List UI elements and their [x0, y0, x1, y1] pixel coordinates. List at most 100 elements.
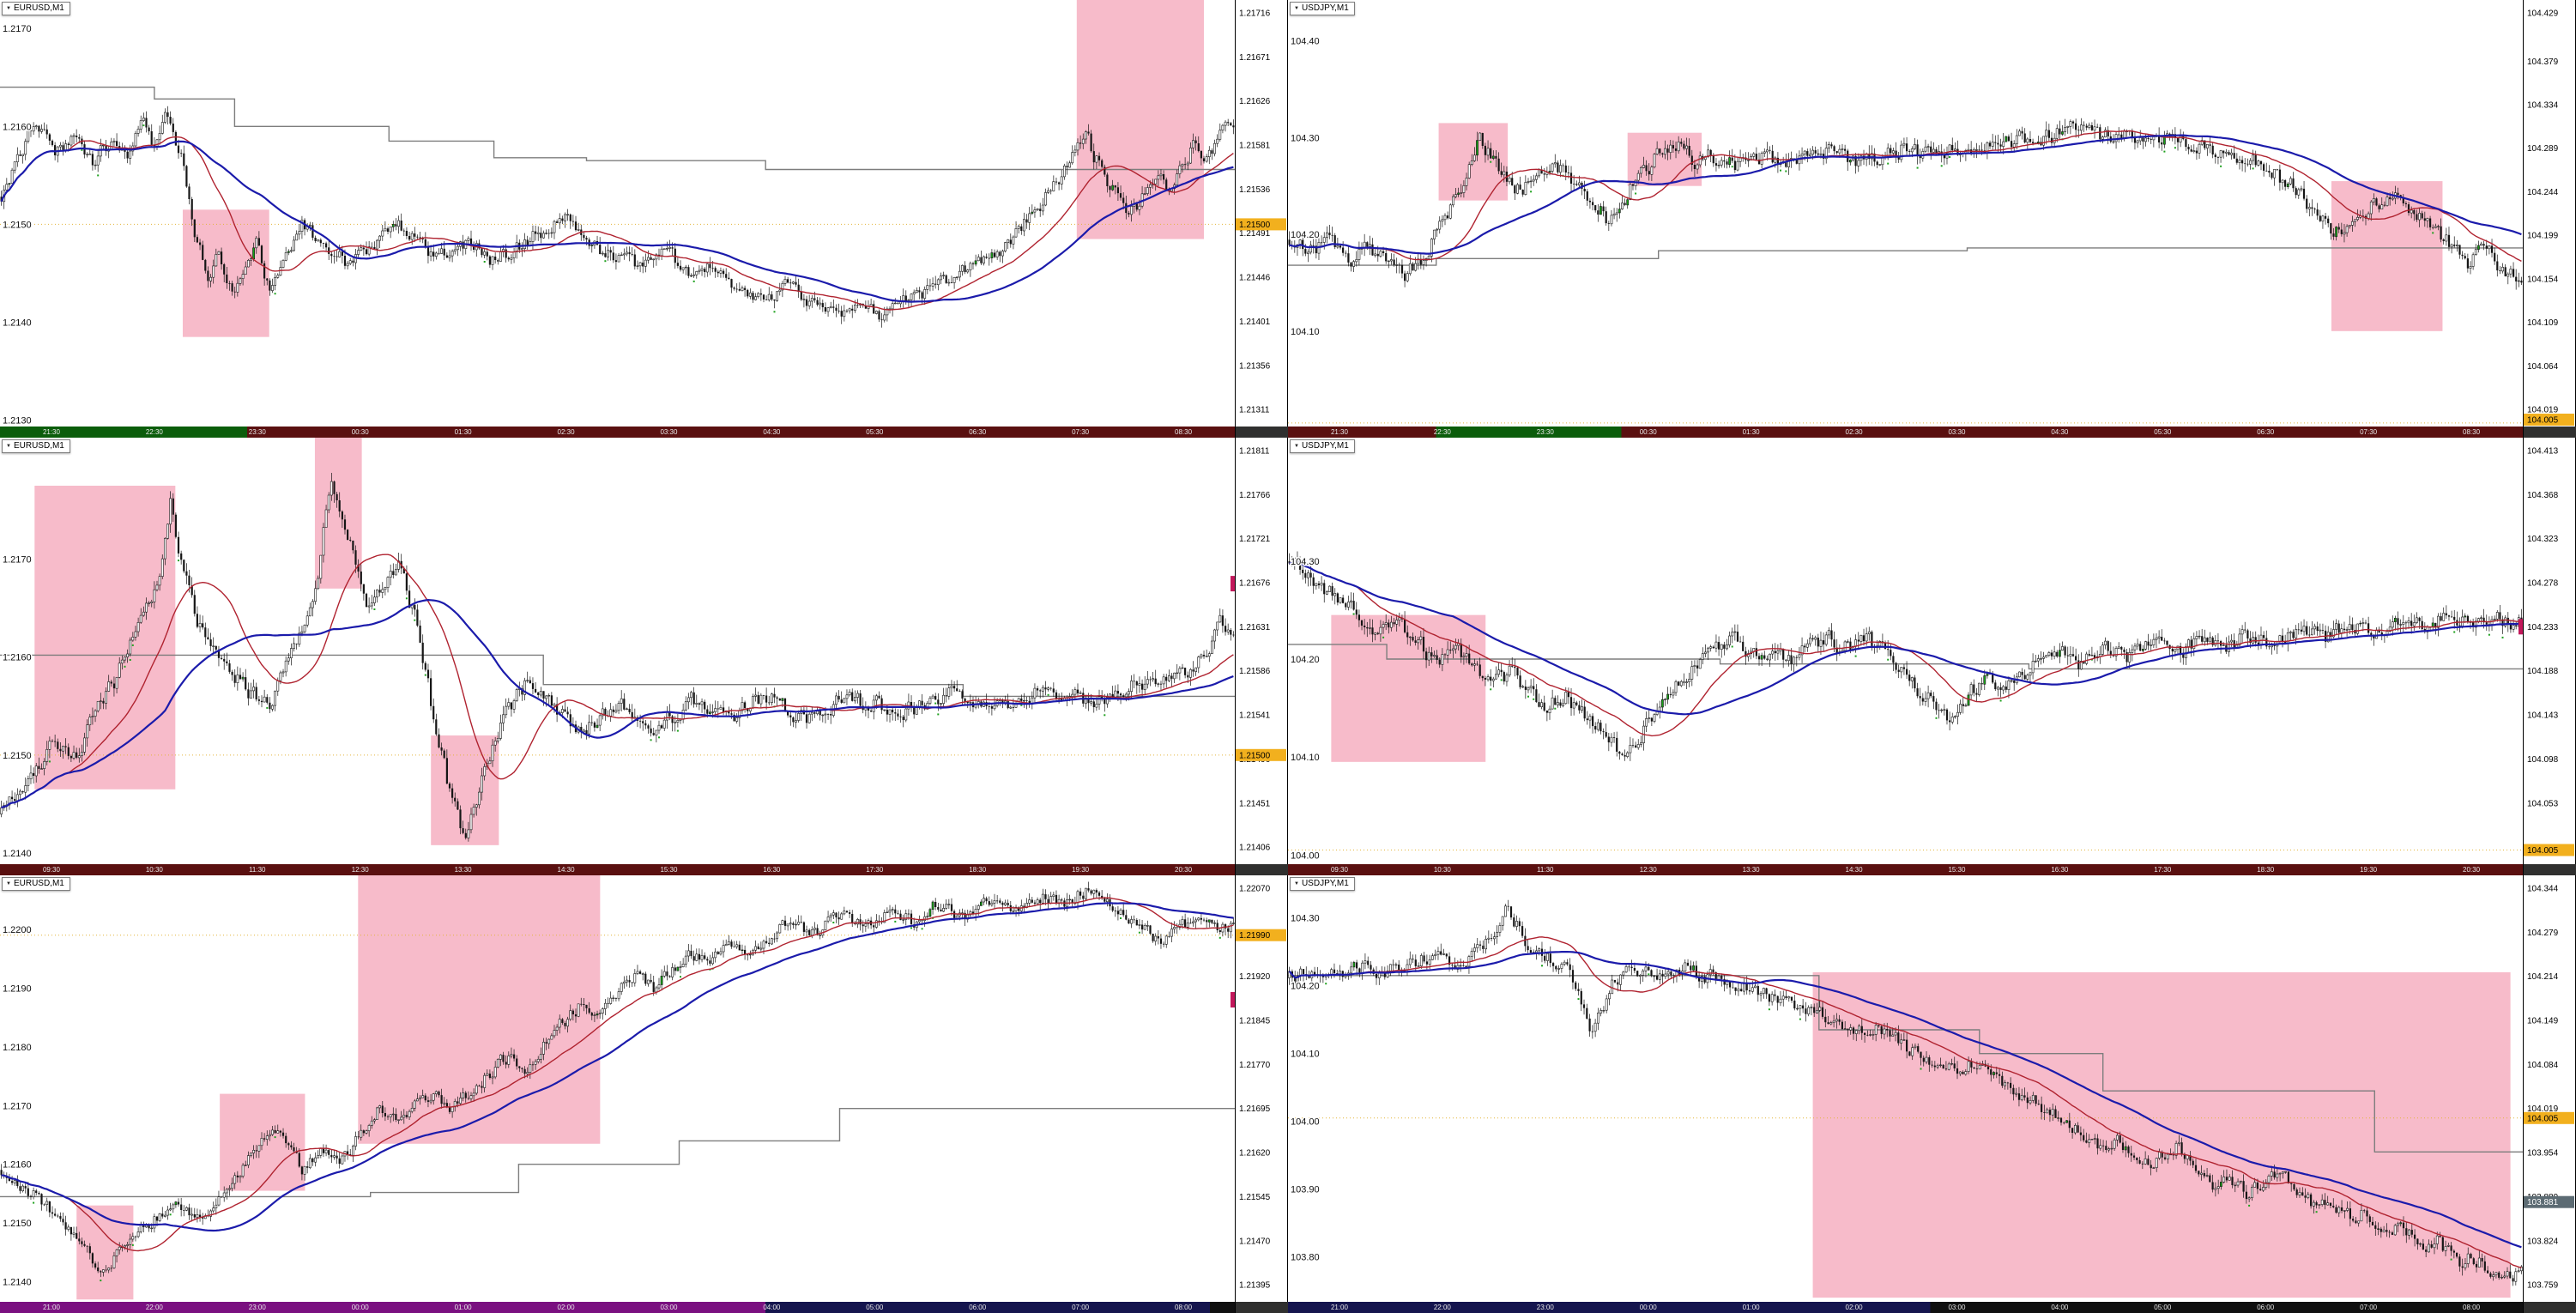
time-label: 14:30 [1845, 866, 1863, 874]
time-label: 00:00 [351, 1304, 369, 1311]
time-label: 06:00 [969, 1304, 987, 1311]
left-price-label: 104.10 [1291, 1050, 1320, 1060]
axis-price-label: 1.21920 [1239, 972, 1271, 982]
price-chart[interactable]: 104.30104.20104.10104.00103.90103.80104.… [1288, 875, 2576, 1302]
time-label: 03:30 [660, 428, 678, 436]
symbol-tab[interactable]: ▼ EURUSD,M1 [2, 439, 70, 453]
left-price-label: 104.30 [1291, 557, 1320, 567]
axis-price-label: 1.21401 [1239, 318, 1271, 327]
symbol-tab-label: EURUSD,M1 [13, 879, 64, 888]
left-price-label: 104.40 [1291, 37, 1320, 47]
left-price-label: 104.10 [1291, 327, 1320, 337]
time-label: 05:00 [866, 1304, 884, 1311]
time-label: 04:30 [763, 428, 781, 436]
time-label: 04:30 [2051, 428, 2069, 436]
axis-price-label: 1.21845 [1239, 1017, 1271, 1026]
axis-price-label: 104.019 [2527, 406, 2559, 415]
symbol-tab[interactable]: ▼ EURUSD,M1 [2, 877, 70, 891]
price-axis[interactable]: 1.21811 1.21766 1.21721 1.21676 1.21631 1.215… [1231, 438, 1288, 864]
candlesticks [1288, 551, 2523, 761]
left-price-label: 1.2170 [3, 555, 32, 566]
time-label: 03:30 [1948, 428, 1966, 436]
price-axis[interactable]: 104.429 104.379 104.334 104.289 104.244 104.1… [2523, 0, 2576, 427]
chevron-down-icon: ▼ [1294, 444, 1299, 449]
axis-price-label: 104.278 [2527, 579, 2559, 589]
time-label: 16:30 [763, 866, 781, 874]
time-label: 07:30 [2360, 428, 2378, 436]
current-price-badge [2524, 414, 2574, 426]
time-label: 03:00 [660, 1304, 678, 1311]
time-label: 20:30 [2463, 866, 2481, 874]
price-chart[interactable]: 1.2200 1.2190 1.2180 1.2170 1.2160 1.2150 1.21… [0, 875, 1288, 1302]
ma-fast-line [1, 897, 1234, 1252]
axis-price-label: 1.21491 [1239, 229, 1271, 239]
time-axis[interactable]: 21:30 22:30 23:30 00:30 01:30 02:30 03:30 04:30… [0, 427, 1288, 438]
time-axis[interactable]: 21:00 22:00 23:00 00:00 01:00 02:00 03:00 04:00… [0, 1302, 1288, 1313]
chevron-down-icon: ▼ [6, 881, 11, 886]
price-axis[interactable]: 104.413 104.368 104.323 104.278 104.233 104.1… [2519, 438, 2576, 864]
time-label: 03:00 [1948, 1304, 1966, 1311]
left-price-label: 1.2170 [3, 1101, 32, 1111]
left-price-label: 104.30 [1291, 914, 1320, 924]
axis-corner [2523, 427, 2576, 438]
price-chart[interactable]: 104.40104.30104.20104.10104.429104.37910… [1288, 0, 2576, 427]
time-label: 02:30 [1845, 428, 1863, 436]
time-label: 23:30 [248, 428, 266, 436]
axis-corner [2523, 864, 2576, 875]
symbol-tab[interactable]: ▼ USDJPY,M1 [1290, 439, 1355, 453]
highlight-zone [34, 485, 176, 790]
symbol-tab-label: EURUSD,M1 [13, 441, 64, 451]
time-axis[interactable]: 09:30 10:30 11:30 12:30 13:30 14:30 15:30 16:30… [1288, 864, 2576, 875]
time-label: 14:30 [557, 866, 575, 874]
chart-panel-eurusd-2: 1.2170 1.2160 1.2150 1.2140 1.21811 1.21766 1.… [0, 438, 1288, 875]
time-label: 05:30 [2154, 428, 2172, 436]
chevron-down-icon: ▼ [6, 444, 11, 449]
time-label: 09:30 [1330, 866, 1348, 874]
highlight-zone [76, 1205, 134, 1300]
time-axis[interactable]: 09:30 10:30 11:30 12:30 13:30 14:30 15:30 16:30… [0, 864, 1288, 875]
price-chart[interactable]: 1.21701.21601.21501.21401.218111.217661.… [0, 438, 1288, 864]
axis-price-label: 1.21581 [1239, 142, 1271, 151]
axis-price-label: 1.21671 [1239, 53, 1271, 63]
price-axis[interactable]: 104.344 104.279 104.214 104.149 104.084 104.0… [2523, 875, 2576, 1302]
time-axis[interactable]: 21:00 22:00 23:00 00:00 01:00 02:00 03:00 04:00… [1288, 1302, 2576, 1313]
highlight-zone [1438, 123, 1509, 201]
current-price-value: 104.005 [2527, 1114, 2559, 1123]
time-label: 21:00 [1330, 1304, 1348, 1311]
current-price-badge [1236, 748, 1286, 761]
current-price-value: 104.005 [2527, 416, 2559, 426]
highlight-zones [1812, 971, 2511, 1298]
time-label: 22:30 [145, 428, 163, 436]
price-axis[interactable]: 1.220701.219951.219201.218451.217701.216… [1231, 875, 1288, 1302]
axis-price-label: 103.954 [2527, 1149, 2559, 1159]
symbol-tab[interactable]: ▼ USDJPY,M1 [1290, 2, 1355, 15]
highlight-zones [182, 0, 1205, 337]
axis-corner [1235, 864, 1288, 875]
time-label: 22:30 [1433, 428, 1451, 436]
left-price-label: 1.2150 [3, 220, 32, 230]
candlesticks [1288, 899, 2523, 1286]
symbol-tab[interactable]: ▼ EURUSD,M1 [2, 2, 70, 15]
symbol-tab-label: EURUSD,M1 [13, 3, 64, 13]
time-label: 07:00 [2360, 1304, 2378, 1311]
ma-slow-line [1289, 134, 2522, 255]
highlight-zone [1331, 614, 1486, 762]
chart-background [1288, 438, 2576, 864]
time-axis[interactable]: 21:30 22:30 23:30 00:30 01:30 02:30 03:30 04:30… [1288, 427, 2576, 438]
highlight-zone [1076, 0, 1205, 239]
left-price-labels: 1.2170 1.2160 1.2150 1.2140 1.2130 [2, 23, 33, 427]
axis-corner [1235, 1302, 1288, 1313]
symbol-tab[interactable]: ▼ USDJPY,M1 [1290, 877, 1355, 891]
axis-corner [1235, 427, 1288, 438]
axis-price-label: 1.21451 [1239, 799, 1271, 808]
left-price-label: 103.90 [1291, 1185, 1320, 1195]
time-label: 22:00 [145, 1304, 163, 1311]
axis-price-label: 104.334 [2527, 101, 2559, 111]
step-indicator-line [0, 1108, 1235, 1198]
price-chart[interactable]: 104.30104.20104.10104.00104.413104.36810… [1288, 438, 2576, 864]
price-axis[interactable]: 1.21716 1.21671 1.21626 1.21581 1.21536 1.214… [1235, 0, 1288, 427]
time-label: 13:30 [454, 866, 472, 874]
time-label: 05:00 [2154, 1304, 2172, 1311]
